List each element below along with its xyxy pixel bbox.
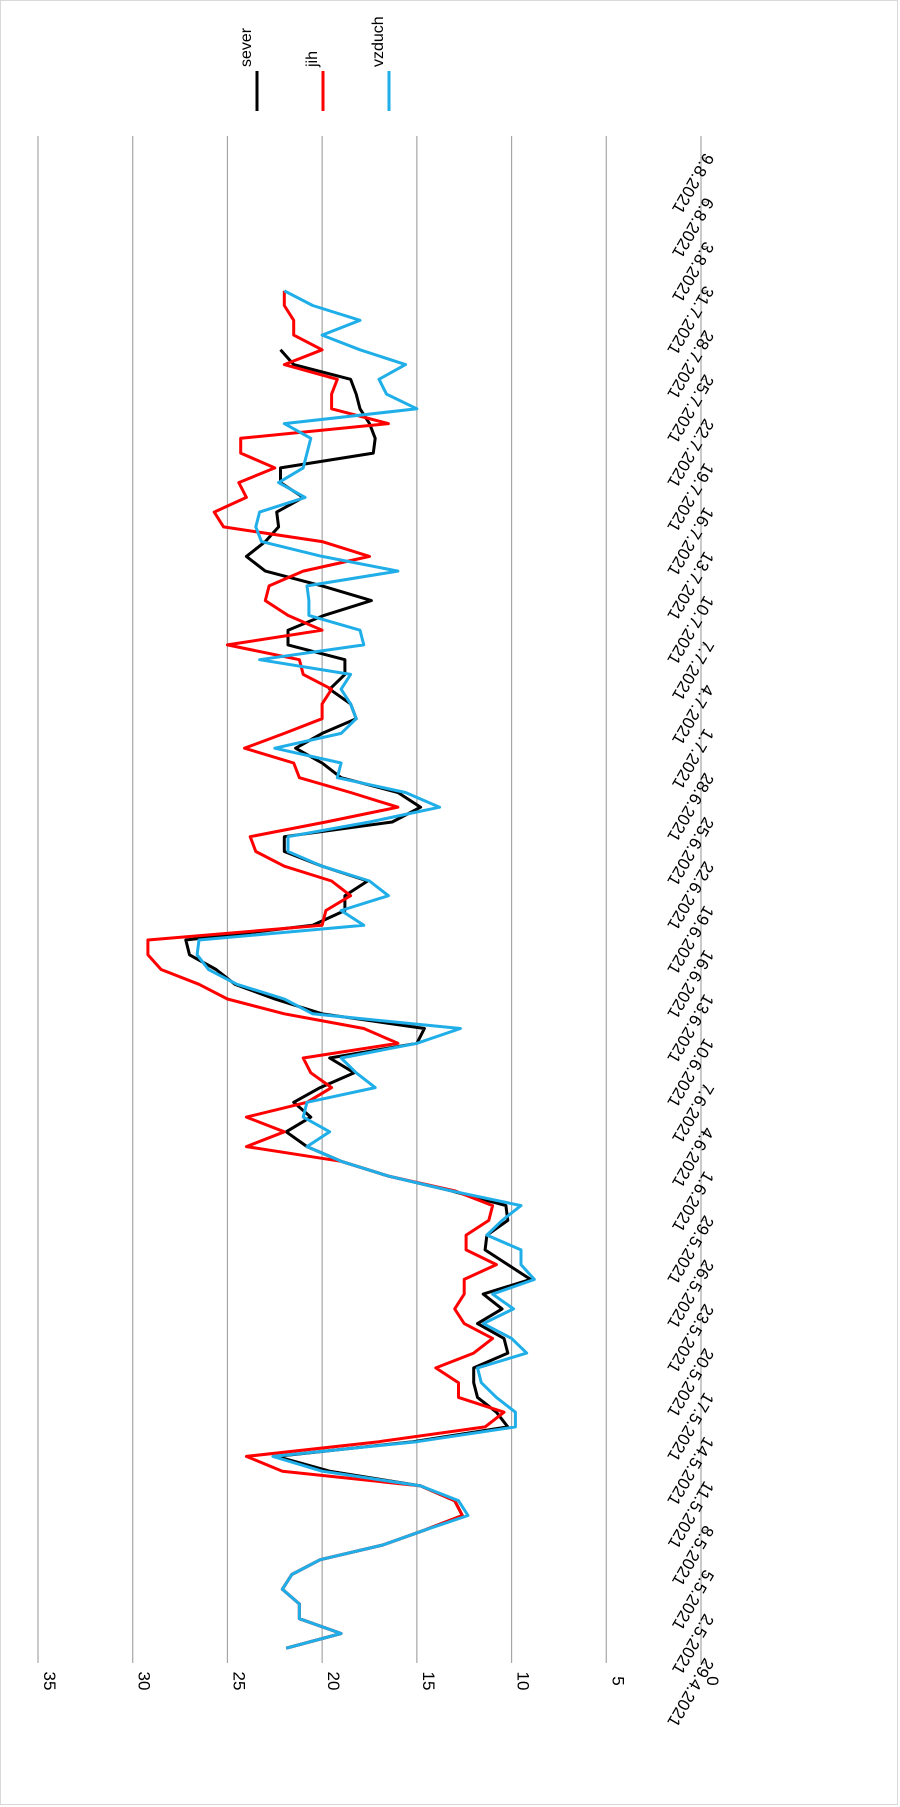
y-tick-label: 5: [608, 1676, 627, 1685]
series-line-jih: [146, 290, 506, 1650]
y-tick-label: 15: [419, 1672, 438, 1691]
y-tick-label: 30: [135, 1672, 154, 1691]
legend-label-sever: sever: [238, 27, 255, 67]
legend-label-jih: jih: [304, 51, 321, 68]
series-layer: [146, 289, 536, 1650]
y-tick-labels: 0 5 10 15 20 25 30 35: [40, 1672, 722, 1691]
legend: sever jih vzduch: [238, 16, 391, 111]
y-tick-label: 0: [703, 1676, 722, 1685]
y-tick-label: 20: [324, 1672, 343, 1691]
y-tick-label: 25: [229, 1672, 248, 1691]
y-tick-label: 10: [514, 1672, 533, 1691]
y-tick-label: 35: [40, 1672, 59, 1691]
legend-label-vzduch: vzduch: [370, 16, 387, 67]
grid-layer: [37, 136, 707, 1664]
series-line-sever: [184, 348, 532, 1650]
x-tick-labels: 29.4.20212.5.20215.5.20218.5.202111.5.20…: [663, 150, 717, 1730]
series-line-vzduch: [195, 289, 536, 1650]
